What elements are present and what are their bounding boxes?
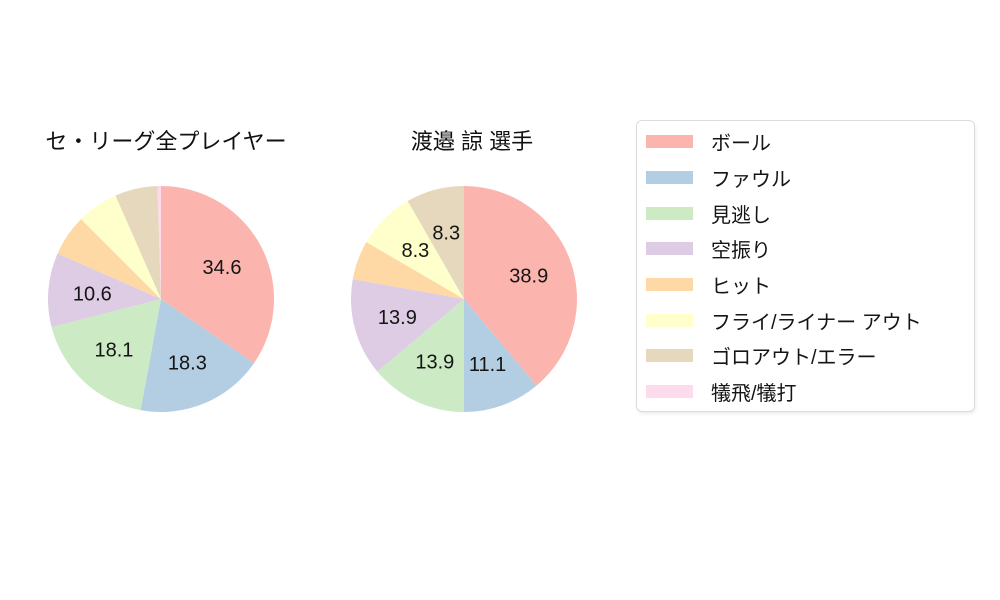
legend: ボールファウル見逃し空振りヒットフライ/ライナー アウト ゴロアウト/エラー 犠飛/…: [636, 120, 975, 412]
pie-chart-player: 38.9 11.1 13.9 13.9 8.38.3: [351, 186, 577, 412]
legend-item: ファウル: [637, 160, 974, 196]
pie-value-label: 34.6: [203, 257, 242, 279]
legend-item: ゴロアウト/エラー: [637, 338, 974, 374]
pie-slice-ゴロアウト/エラー: [115, 186, 161, 299]
legend-swatch: [646, 242, 693, 256]
legend-label: ファウル: [711, 169, 791, 192]
pie-value-label: 8.3: [432, 222, 460, 244]
pie-value-label: 38.9: [509, 265, 548, 287]
legend-swatch: [646, 206, 693, 220]
legend-item: 犠飛/犠打: [637, 374, 974, 410]
pie-slice-空振り: [48, 253, 161, 328]
legend-label: 空振り: [711, 240, 771, 263]
legend-label: 犠飛/犠打: [711, 383, 797, 406]
pie-slice-見逃し: [377, 299, 464, 412]
pie-value-label: 18.3: [168, 353, 207, 375]
legend-label: ゴロアウト/エラー: [711, 347, 877, 370]
pie-slice-ヒット: [352, 242, 464, 299]
chart-title-player: 渡邉 諒 選手: [410, 129, 534, 154]
legend-label: フライ/ライナー アウト: [711, 311, 922, 334]
pie-slice-ヒット: [57, 219, 161, 299]
pie-slice-ファウル: [140, 299, 255, 412]
legend-item: 空振り: [637, 231, 974, 267]
legend-swatch: [646, 385, 693, 399]
pie-value-label: 18.1: [95, 339, 134, 361]
pie-slice-空振り: [351, 279, 464, 372]
legend-swatch: [646, 135, 693, 149]
chart-title-league: セ・リーグ全プレイヤー: [45, 129, 287, 154]
pie-slice-ボール: [464, 186, 577, 386]
legend-swatch: [646, 313, 693, 327]
legend-item: 見逃し: [637, 195, 974, 231]
legend-item: フライ/ライナー アウト: [637, 302, 974, 338]
pie-chart-league: 34.6 18.3 18.1 10.6: [48, 186, 274, 412]
legend-label: 見逃し: [711, 204, 771, 227]
legend-item: ボール: [637, 124, 974, 160]
legend-swatch: [646, 349, 693, 363]
pie-value-label: 13.9: [415, 351, 454, 373]
pie-slice-ゴロアウト/エラー: [407, 186, 464, 299]
legend-label: ボール: [711, 133, 771, 156]
legend-label: ヒット: [711, 276, 771, 299]
pie-slice-ファウル: [464, 299, 537, 412]
pie-value-label: 13.9: [378, 307, 417, 329]
legend-swatch: [646, 171, 693, 185]
pie-value-label: 11.1: [469, 354, 506, 376]
pie-value-label: 8.3: [402, 240, 430, 262]
pie-slice-フライ/ライナー アウト: [366, 201, 464, 299]
pie-slice-ボール: [161, 186, 274, 364]
pie-slice-見逃し: [51, 299, 161, 411]
legend-swatch: [646, 278, 693, 292]
legend-item: ヒット: [637, 267, 974, 303]
pie-slice-フライ/ライナー アウト: [81, 195, 161, 299]
pie-slice-犠飛/犠打: [157, 186, 161, 299]
pie-value-label: 10.6: [73, 283, 112, 305]
